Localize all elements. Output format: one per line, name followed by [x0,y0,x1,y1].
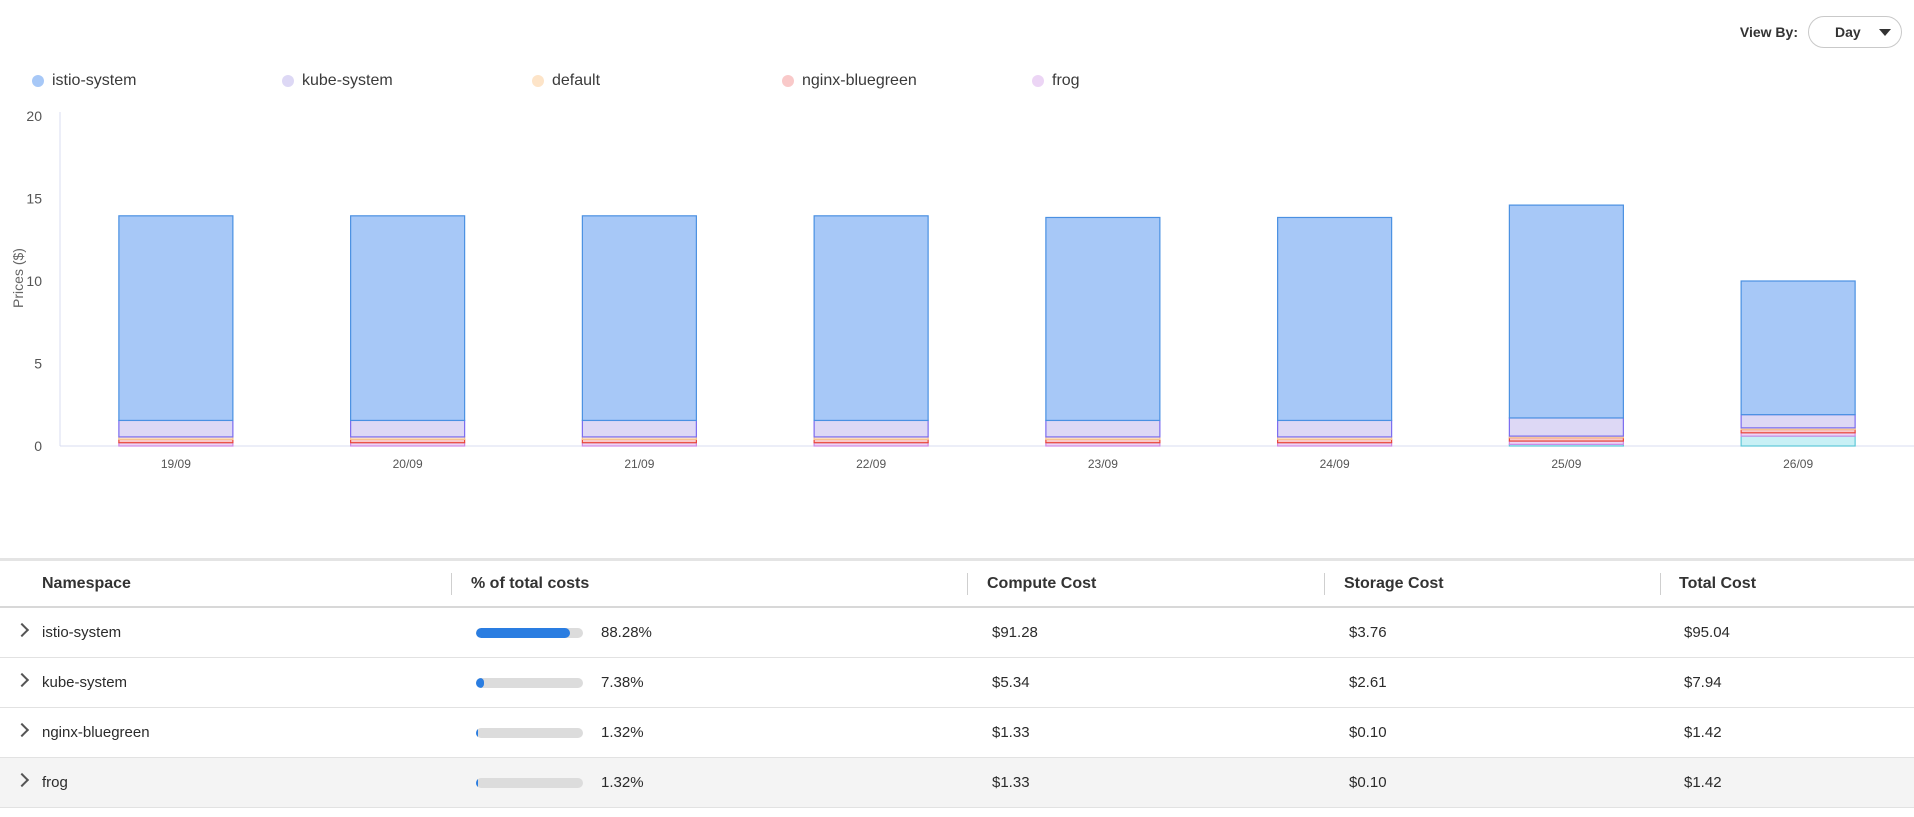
view-by-selected: Day [1835,24,1861,40]
bar-segment-kube-system [1508,417,1624,437]
namespace-cell: frog [42,774,68,791]
percent-bar [476,628,583,638]
bar-segment-kube-system [1740,414,1856,429]
table-row[interactable]: nginx-bluegreen 1.32% $1.33 $0.10 $1.42 [0,708,1914,758]
legend-item-istio-system[interactable]: istio-system [32,72,136,90]
chevron-right-icon[interactable] [14,772,30,788]
percent-cell: 7.38% [601,674,644,691]
legend-label: istio-system [52,72,137,89]
percent-bar [476,728,583,738]
bar-segment-base [1740,435,1856,447]
bar-segment-kube-system [581,419,697,438]
percent-bar-fill [476,628,571,638]
table-row[interactable]: istio-system 88.28% $91.28 $3.76 $95.04 [0,608,1914,658]
column-header-compute[interactable]: Compute Cost [987,575,1097,592]
namespace-cell: istio-system [42,624,122,641]
column-header-storage[interactable]: Storage Cost [1344,575,1444,592]
legend-item-default[interactable]: default [532,72,600,90]
legend-item-frog[interactable]: frog [1032,72,1080,90]
compute-cost-cell: $1.33 [992,774,1030,791]
column-divider [451,573,452,595]
column-header-total[interactable]: Total Cost [1679,575,1757,592]
bar-segment-kube-system [1045,419,1161,438]
stacked-bar-chart: 0 5 10 15 20 19/09 20/09 21/09 22/09 23/09 24/09 25… [26,108,1914,471]
bar-segment-istio-system [1508,204,1624,419]
percent-cell: 1.32% [601,774,644,791]
column-divider [1660,573,1661,595]
view-by-label: View By: [1739,24,1798,40]
namespace-cell: nginx-bluegreen [42,724,150,741]
column-divider [967,573,968,595]
bar-segment-istio-system [1740,280,1856,416]
bar-segment-kube-system [813,419,929,438]
y-tick-label: 5 [34,356,42,372]
bar-segment-kube-system [118,419,234,438]
storage-cost-cell: $0.10 [1349,724,1387,741]
legend-swatch [782,75,794,87]
bar-segment-kube-system [1277,419,1393,438]
percent-bar-fill [476,728,479,738]
view-by-dropdown[interactable]: Day [1808,16,1902,48]
legend-label: nginx-bluegreen [802,72,917,89]
x-tick-label: 24/09 [1320,457,1350,471]
table-row[interactable]: kube-system 7.38% $5.34 $2.61 $7.94 [0,658,1914,708]
storage-cost-cell: $0.10 [1349,774,1387,791]
legend-swatch [532,75,544,87]
compute-cost-cell: $91.28 [992,624,1038,641]
y-tick-label: 20 [26,108,42,124]
x-tick-label: 22/09 [856,457,886,471]
storage-cost-cell: $2.61 [1349,674,1387,691]
percent-bar-fill [476,678,484,688]
chevron-right-icon[interactable] [14,722,30,738]
bar-segment-kube-system [350,419,466,438]
legend-label: frog [1052,72,1080,89]
x-tick-label: 25/09 [1551,457,1581,471]
table-row[interactable]: frog 1.32% $1.33 $0.10 $1.42 [0,758,1914,808]
percent-cell: 88.28% [601,624,652,641]
storage-cost-cell: $3.76 [1349,624,1387,641]
bar-segment-istio-system [1045,216,1161,422]
namespace-cost-table: Namespace % of total costs Compute Cost … [0,558,1914,808]
compute-cost-cell: $1.33 [992,724,1030,741]
table-header: Namespace % of total costs Compute Cost … [0,558,1914,608]
legend-item-nginx-bluegreen[interactable]: nginx-bluegreen [782,72,917,90]
x-tick-label: 20/09 [393,457,423,471]
column-divider [1324,573,1325,595]
legend-swatch [1032,75,1044,87]
y-tick-label: 10 [26,273,42,289]
chart-legend: istio-system kube-system default nginx-blue… [32,72,1132,94]
y-tick-label: 0 [34,438,42,454]
x-tick-label: 21/09 [624,457,654,471]
percent-bar-fill [476,778,479,788]
legend-swatch [282,75,294,87]
total-cost-cell: $1.42 [1684,724,1722,741]
percent-bar [476,678,583,688]
compute-cost-cell: $5.34 [992,674,1030,691]
bar-segment-istio-system [1277,216,1393,422]
x-tick-label: 19/09 [161,457,191,471]
x-tick-label: 23/09 [1088,457,1118,471]
chevron-down-icon [1879,28,1891,36]
total-cost-cell: $1.42 [1684,774,1722,791]
y-tick-label: 15 [26,191,42,207]
percent-cell: 1.32% [601,724,644,741]
bar-segment-istio-system [350,215,466,422]
chevron-right-icon[interactable] [14,622,30,638]
chevron-right-icon[interactable] [14,672,30,688]
percent-bar [476,778,583,788]
view-by-control: View By: Day [1740,16,1902,48]
legend-swatch [32,75,44,87]
bar-segment-istio-system [813,215,929,422]
total-cost-cell: $95.04 [1684,624,1730,641]
legend-label: default [552,72,601,89]
bar-segment-istio-system [118,215,234,422]
total-cost-cell: $7.94 [1684,674,1722,691]
column-header-namespace[interactable]: Namespace [42,575,131,592]
namespace-cell: kube-system [42,674,128,691]
x-tick-label: 26/09 [1783,457,1813,471]
bar-segment-istio-system [581,215,697,422]
legend-label: kube-system [302,72,393,89]
legend-item-kube-system[interactable]: kube-system [282,72,393,90]
column-header-percent[interactable]: % of total costs [471,575,590,592]
